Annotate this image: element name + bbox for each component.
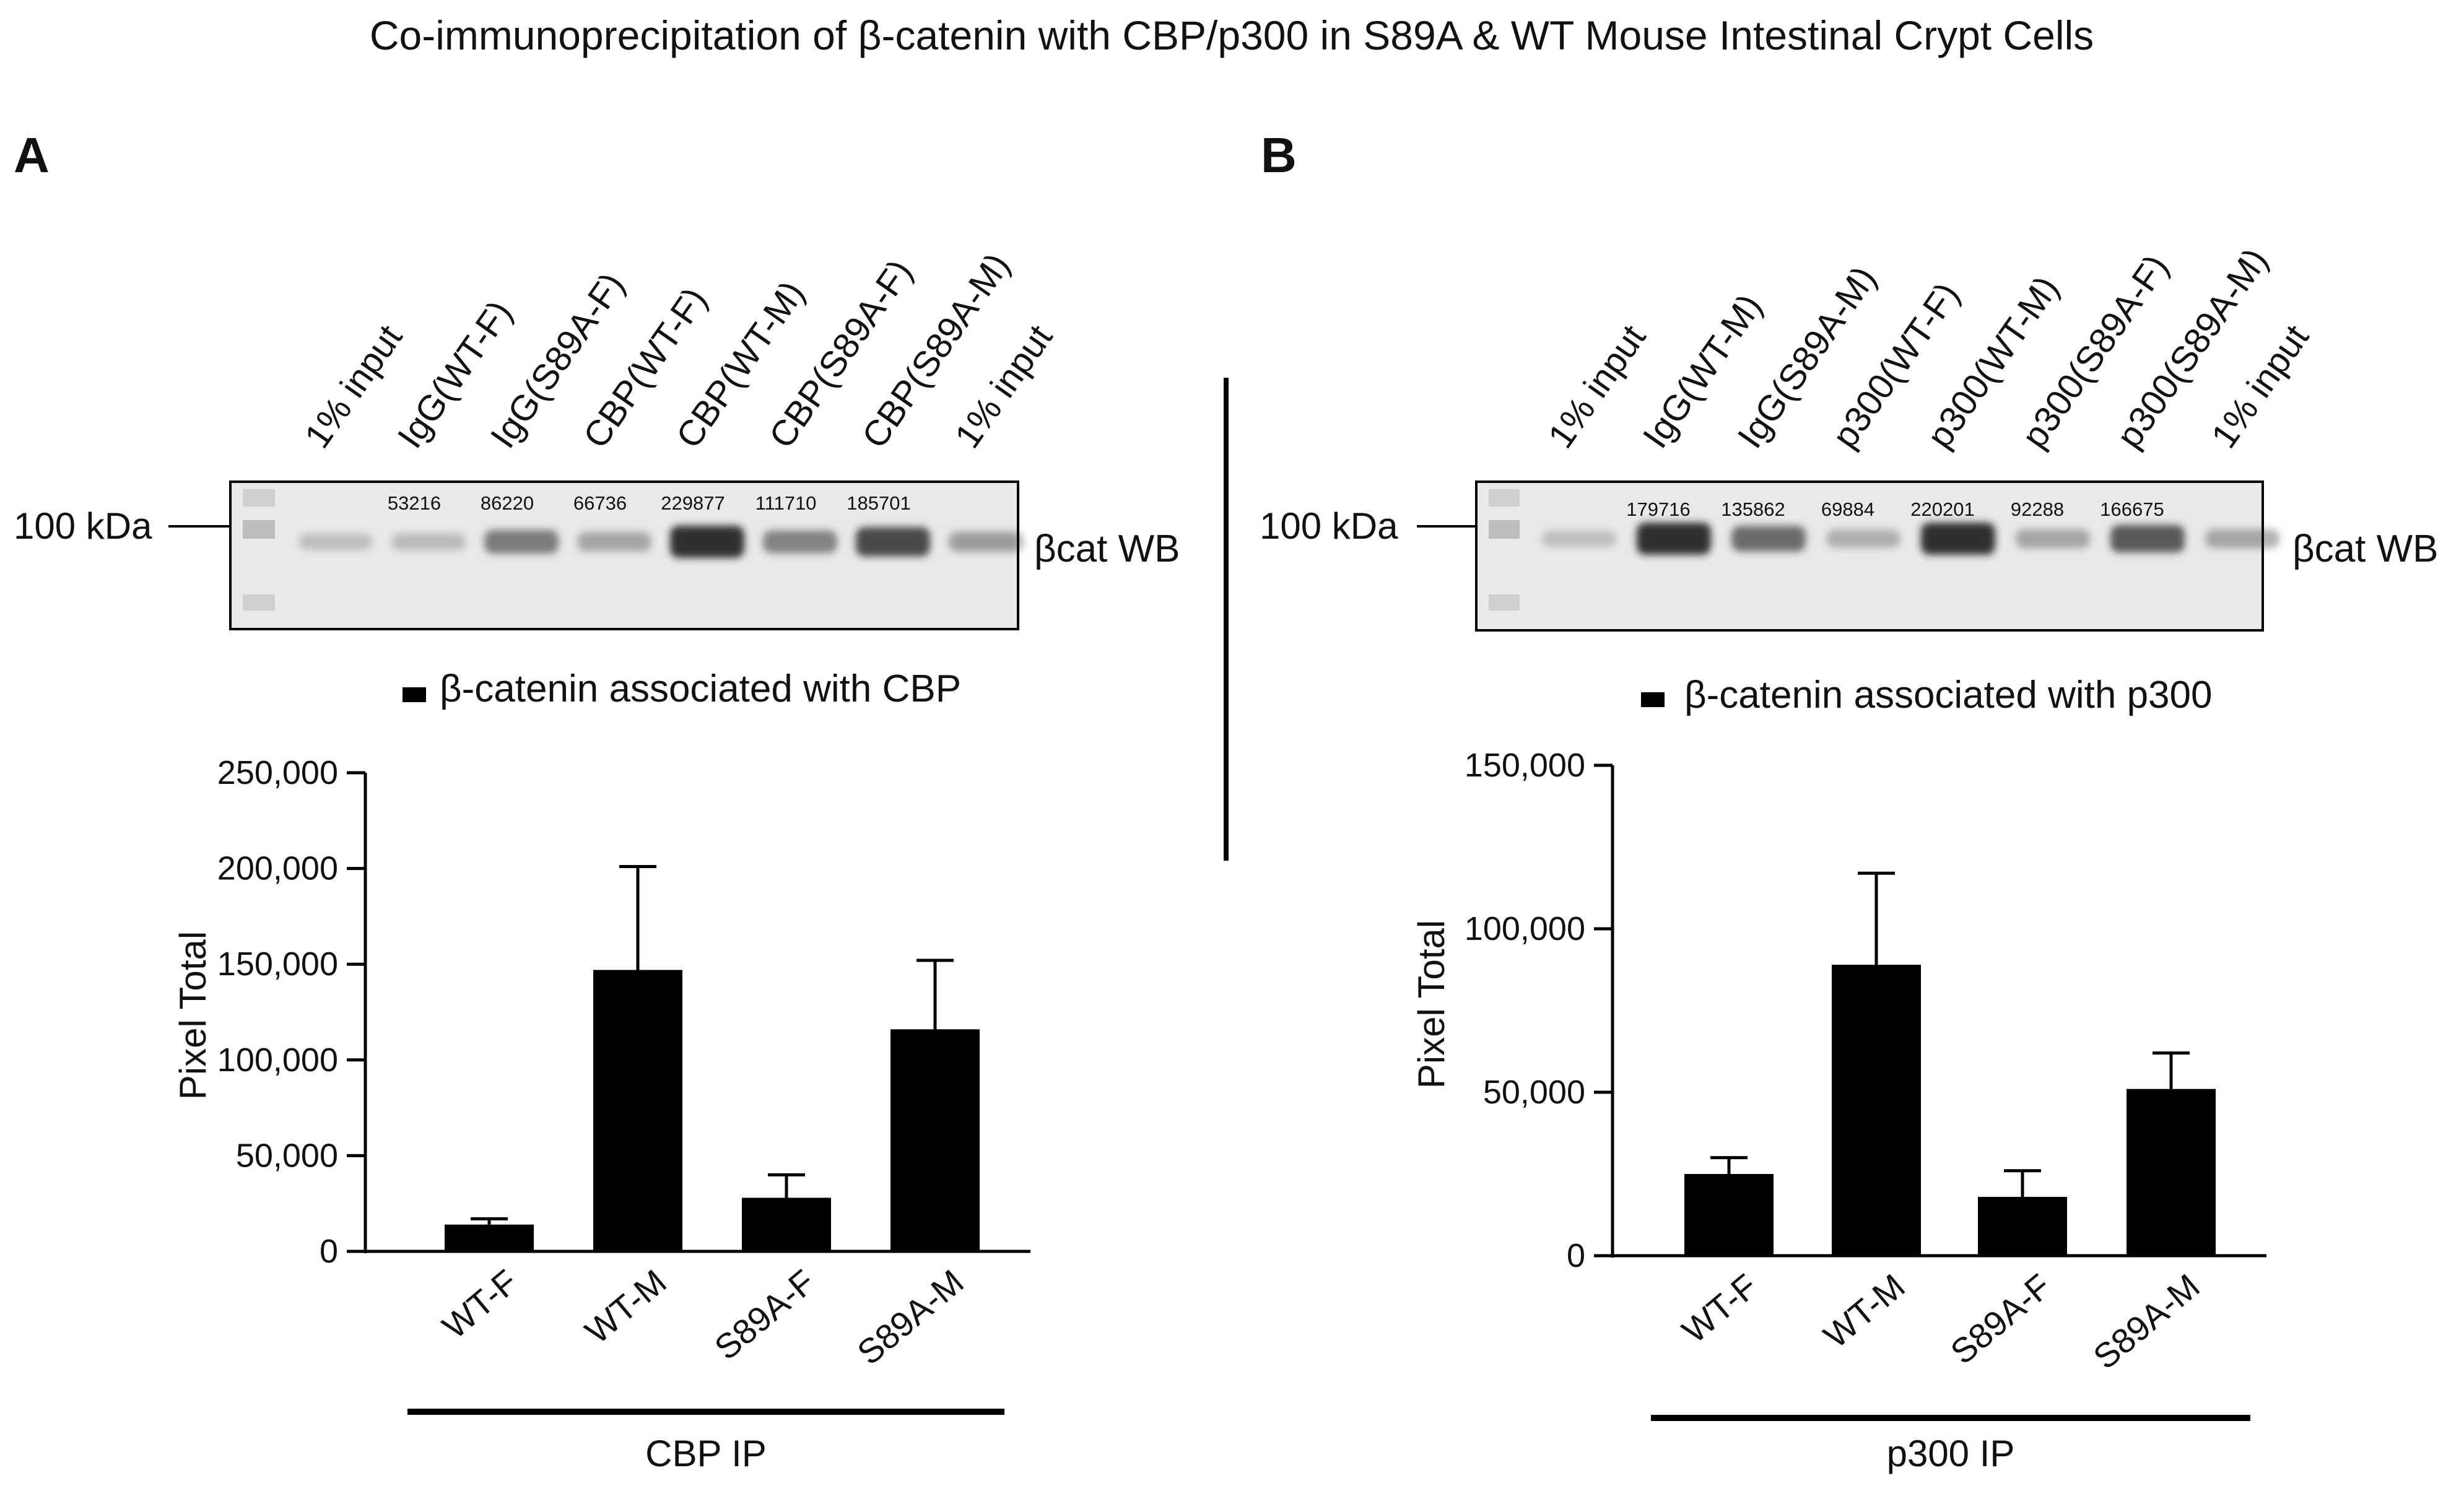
bars (1684, 965, 2216, 1256)
ladder-band (243, 520, 275, 539)
bar-s89a-f (1978, 1196, 2067, 1256)
blot-band (2016, 529, 2090, 549)
blot-band (949, 531, 1023, 552)
wb-label: βcat WB (2292, 528, 2438, 570)
y-tick-label: 150,000 (217, 945, 338, 983)
blot-band (1731, 526, 1806, 552)
bar-wt-m (1832, 965, 1921, 1256)
panel-letter: B (1261, 128, 1297, 183)
blot-band (670, 526, 744, 558)
ladder-band (1489, 520, 1520, 539)
bar-s89a-m (2127, 1089, 2216, 1256)
lane-value: 69884 (1821, 498, 1874, 520)
lane-labels: 1% input IgG(WT-M) IgG(S89A-M) p300(WT-F… (1540, 241, 2317, 455)
y-tick-label: 150,000 (1465, 747, 1585, 784)
blot-band (1921, 523, 1995, 555)
lane-value: 92288 (2011, 498, 2064, 520)
y-tick-label: 50,000 (236, 1137, 338, 1174)
lane-label: 1% input (1540, 318, 1653, 455)
blot-frame (1475, 480, 2264, 632)
y-tick-label: 0 (320, 1233, 338, 1270)
blot-band (391, 533, 466, 550)
y-axis-title: Pixel Total (1411, 920, 1452, 1089)
lane-value: 86220 (481, 492, 534, 514)
legend-swatch (1641, 692, 1665, 707)
bar-wt-f (1684, 1174, 1774, 1256)
y-tick-label: 0 (1567, 1237, 1585, 1274)
y-tick-label: 200,000 (217, 850, 338, 887)
bar-wt-m (593, 970, 682, 1251)
ladder-band (243, 594, 275, 611)
blot-band (2205, 529, 2279, 549)
lane-value: 220201 (1910, 498, 1974, 520)
blot-bands (298, 526, 1023, 558)
lane-value: 166675 (2100, 498, 2164, 520)
blot-band (484, 529, 559, 554)
lane-labels: 1% input IgG(WT-F) IgG(S89A-F) CBP(WT-F)… (297, 246, 1060, 455)
category-label: S89A-M (850, 1262, 970, 1372)
blot-band (1637, 523, 1711, 555)
category-label: S89A-M (2086, 1266, 2206, 1376)
blot-band (763, 530, 837, 554)
error-bars (471, 865, 954, 1225)
lane-value: 179716 (1626, 498, 1690, 520)
blot-band (1542, 530, 1616, 547)
bar-s89a-f (742, 1198, 831, 1251)
western-blot: 179716 135862 69884 220201 92288 166675 (1475, 480, 2279, 632)
marker-label: 100 kDa (1260, 505, 1398, 547)
panel-b: B 1% input IgG(WT-M) IgG(S89A-M) p300(WT… (1260, 128, 2438, 1474)
category-label: WT-F (435, 1262, 525, 1346)
ip-label: p300 IP (1887, 1433, 2015, 1474)
blot-band (2110, 524, 2185, 553)
error-bars (1710, 871, 2190, 1197)
bar-chart-p300: 0 50,000 100,000 150,000 WT-F WT-M S89A-F S89A… (1411, 747, 2266, 1376)
ladder-band (243, 489, 275, 506)
bars (445, 970, 980, 1251)
y-tick-label: 100,000 (217, 1041, 338, 1079)
lane-value: 185701 (847, 492, 910, 514)
bar-chart-cbp: 0 50,000 100,000 150,000 200,000 250,000 WT-F… (172, 754, 1030, 1372)
lane-value: 53216 (388, 492, 441, 514)
western-blot: 53216 86220 66736 229877 111710 185701 (229, 480, 1023, 630)
wb-label: βcat WB (1034, 528, 1180, 570)
category-label: S89A-F (1943, 1266, 2058, 1371)
category-label: WT-F (1674, 1266, 1764, 1350)
category-label: WT-M (1816, 1266, 1912, 1355)
legend-label: β-catenin associated with p300 (1684, 674, 2213, 716)
lane-value: 229877 (661, 492, 725, 514)
legend-label: β-catenin associated with CBP (440, 667, 961, 710)
marker-label: 100 kDa (14, 505, 152, 547)
category-labels: WT-F WT-M S89A-F S89A-M (435, 1262, 970, 1372)
blot-band (1826, 529, 1900, 548)
ladder-band (1489, 594, 1520, 611)
blot-band (856, 527, 930, 557)
blot-bands (1542, 523, 2279, 555)
y-axis-title: Pixel Total (172, 931, 214, 1100)
blot-band (577, 532, 651, 552)
category-label: WT-M (578, 1262, 674, 1351)
lane-value: 111710 (755, 492, 817, 514)
y-ticks: 0 50,000 100,000 150,000 (1465, 747, 1613, 1274)
panel-a: A 1% input IgG(WT-F) IgG(S89A-F) CBP(WT-… (14, 128, 1180, 1474)
blot-band (298, 533, 373, 550)
y-ticks: 0 50,000 100,000 150,000 200,000 250,000 (217, 754, 365, 1270)
y-tick-label: 50,000 (1483, 1074, 1585, 1111)
panel-letter: A (14, 128, 50, 183)
ip-label: CBP IP (645, 1433, 767, 1474)
y-tick-label: 250,000 (217, 754, 338, 791)
lane-value: 135862 (1721, 498, 1785, 520)
category-label: S89A-F (707, 1262, 822, 1367)
legend-swatch (403, 687, 426, 702)
category-labels: WT-F WT-M S89A-F S89A-M (1674, 1266, 2206, 1376)
figure-title: Co-immunoprecipitation of β-catenin with… (370, 12, 2094, 58)
bar-wt-f (445, 1224, 534, 1251)
ladder-band (1489, 489, 1520, 506)
bar-s89a-m (890, 1029, 980, 1251)
y-tick-label: 100,000 (1465, 910, 1585, 947)
lane-value: 66736 (573, 492, 627, 514)
